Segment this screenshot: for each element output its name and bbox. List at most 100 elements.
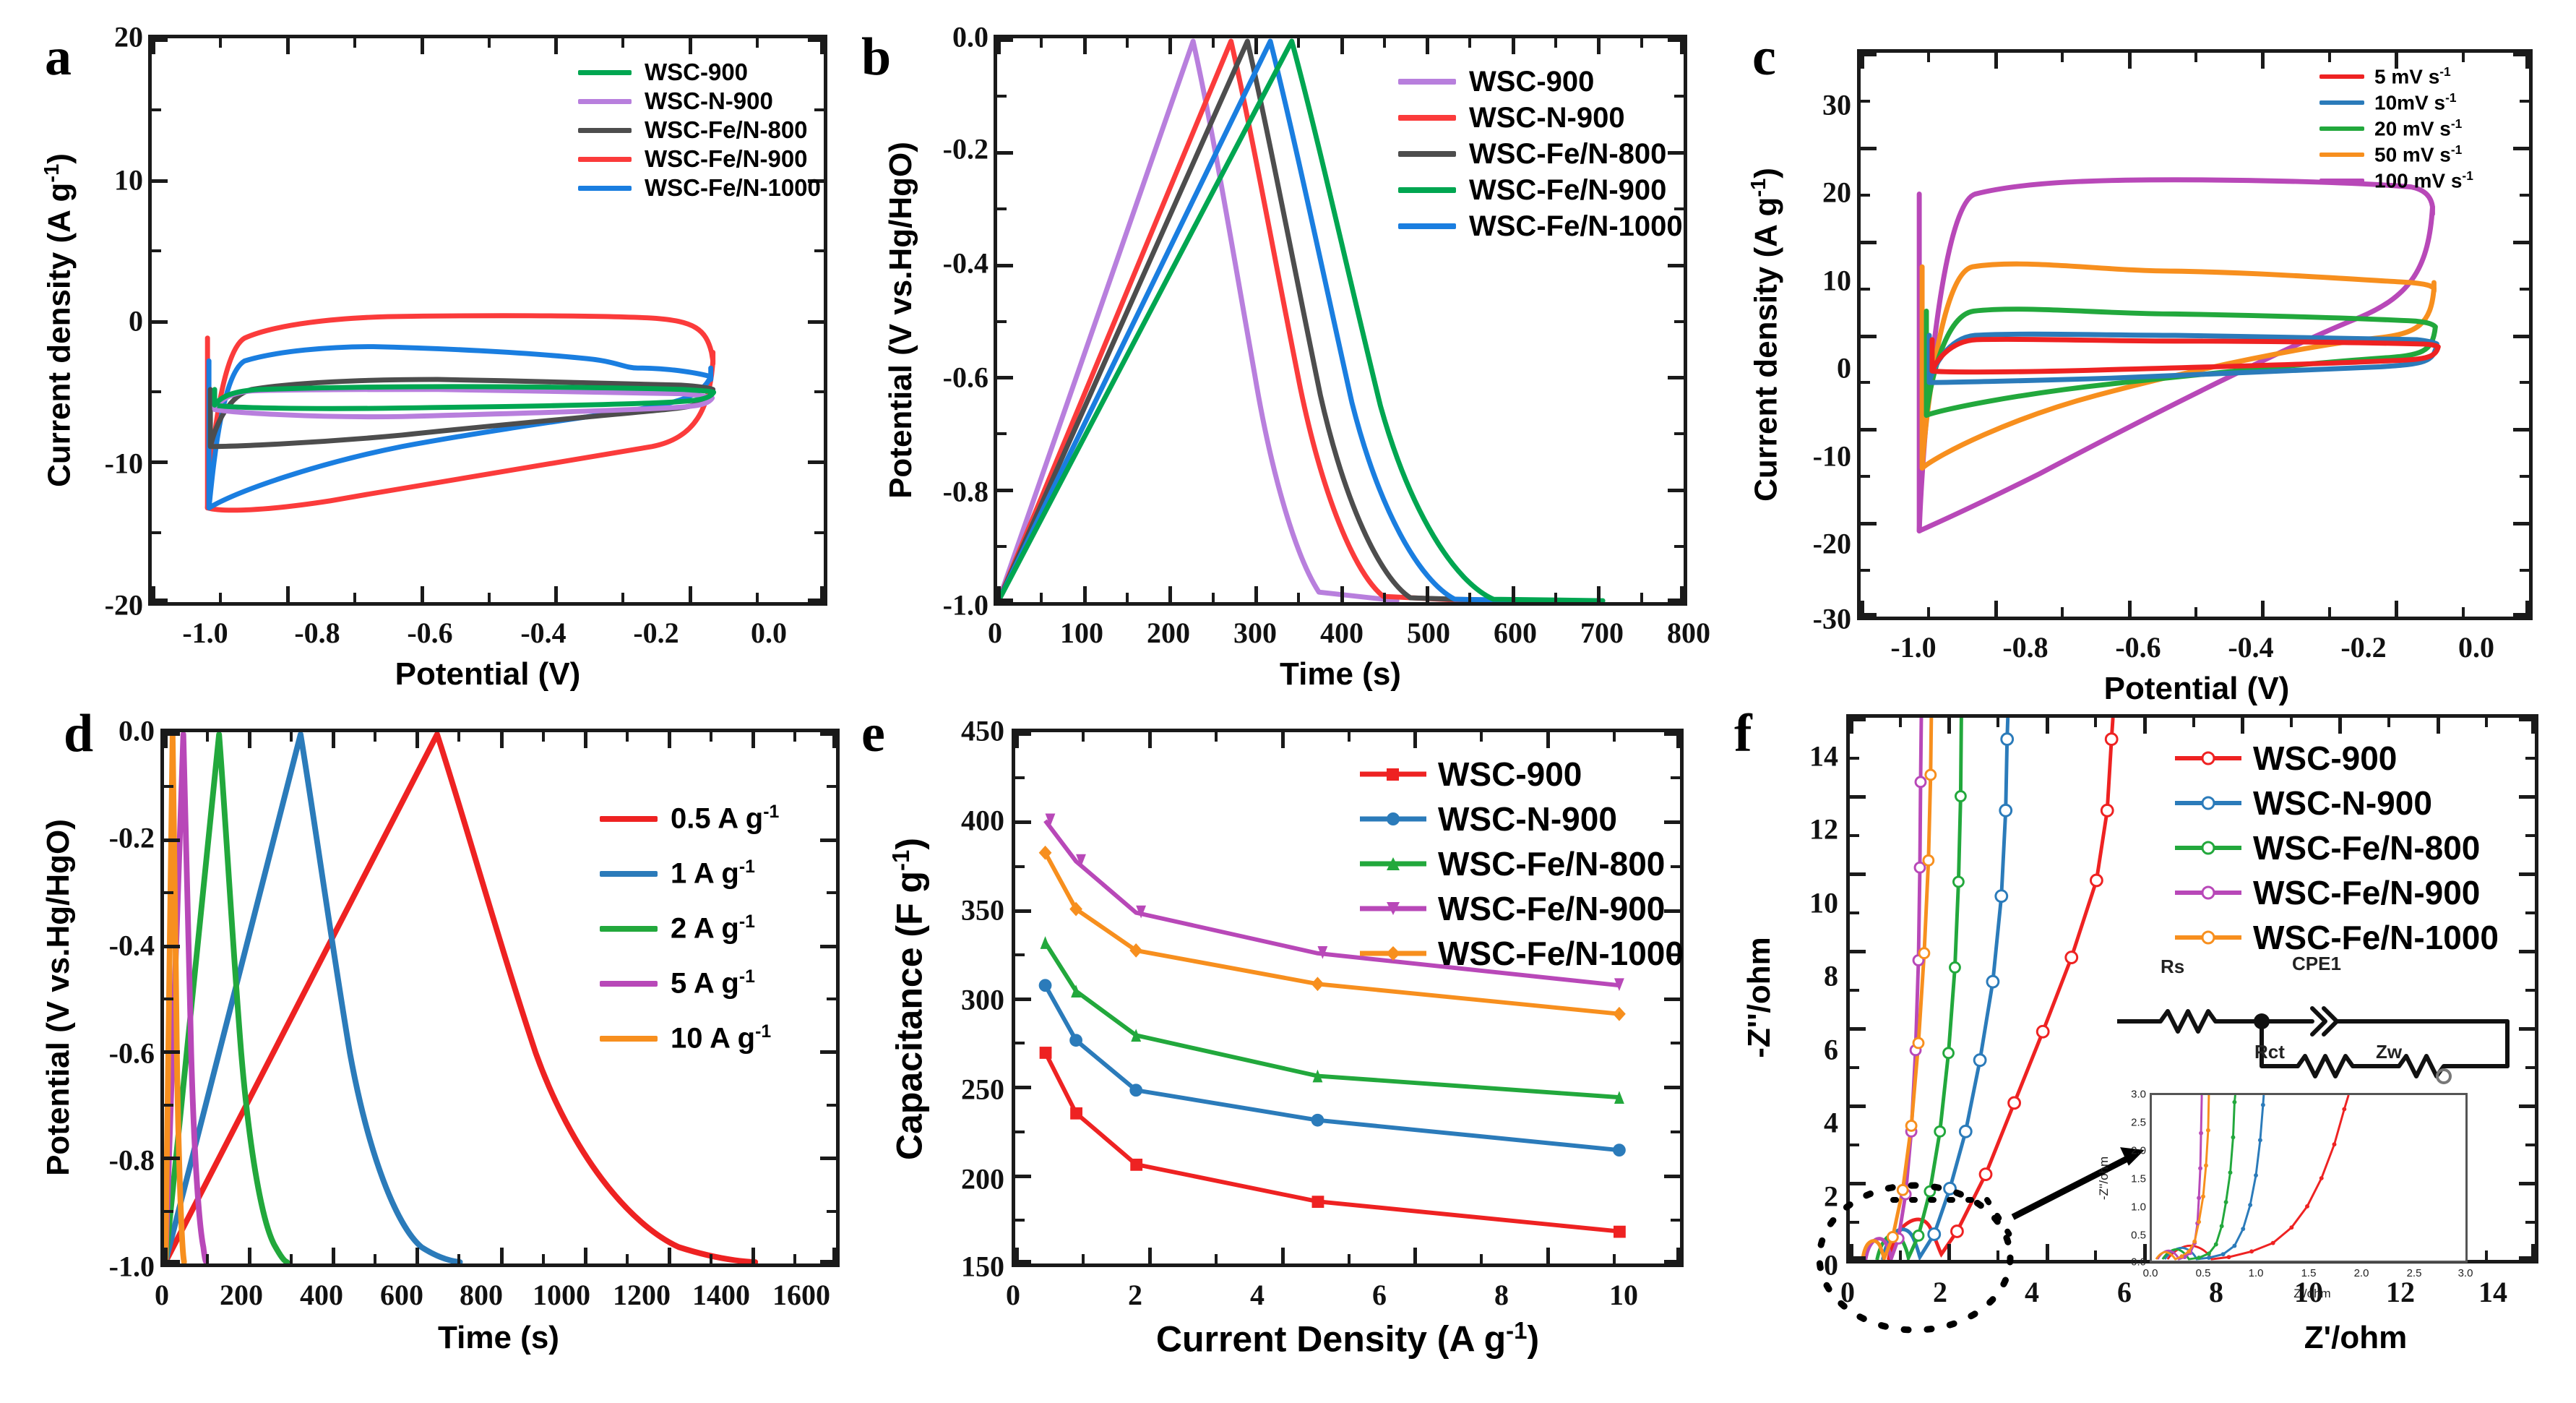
- panel-a-yaxis-sup: -1: [40, 163, 64, 183]
- axis-tick: [997, 264, 1013, 267]
- axis-tick: [2387, 718, 2390, 727]
- panel-c-ytick-6: -30: [1812, 602, 1851, 635]
- axis-tick: [1668, 264, 1684, 267]
- legend-swatch-icon: [600, 926, 658, 932]
- axis-tick: [1676, 1248, 1680, 1263]
- axis-tick: [1664, 909, 1680, 913]
- legend-label-sup: -1: [755, 1022, 772, 1042]
- panel-f-xtick-3: 6: [2117, 1276, 2132, 1308]
- panel-e-ytick-6: 150: [961, 1250, 1004, 1283]
- legend-label: WSC-Fe/N-800: [1438, 845, 1666, 883]
- legend-label-sup: -1: [763, 802, 780, 823]
- axis-tick: [1015, 909, 1031, 913]
- axis-tick: [1082, 732, 1085, 742]
- axis-tick: [1676, 732, 1680, 748]
- legend-swatch-icon: [2319, 74, 2364, 79]
- axis-tick: [1861, 194, 1870, 197]
- axis-tick: [1861, 569, 1870, 572]
- panel-b-xtick-6: 600: [1494, 617, 1537, 649]
- axis-tick: [668, 732, 671, 748]
- triangle-marker-icon: [1360, 856, 1426, 872]
- axis-tick: [1671, 1219, 1680, 1222]
- axis-tick: [820, 945, 836, 948]
- legend-label: 1 A g-1: [671, 857, 755, 890]
- axis-tick: [164, 1248, 168, 1263]
- axis-tick: [1083, 586, 1087, 602]
- axis-tick: [1281, 1248, 1285, 1263]
- axis-tick: [2525, 1221, 2535, 1224]
- axis-tick: [2192, 718, 2195, 727]
- legend-label: WSC-Fe/N-900: [645, 145, 808, 172]
- axis-tick: [152, 38, 155, 54]
- axis-tick: [1468, 593, 1471, 602]
- panel-c-ytick-1: 20: [1822, 176, 1851, 209]
- axis-tick: [152, 38, 168, 42]
- axis-tick: [164, 732, 168, 748]
- panel-e-ytick-4: 250: [961, 1073, 1004, 1106]
- axis-tick: [2261, 601, 2265, 617]
- axis-tick: [2513, 241, 2529, 244]
- panel-b-ytick-3: -0.6: [942, 361, 988, 394]
- inset-xtick-2: 1.0: [2248, 1267, 2264, 1279]
- panel-c-ytick-0: 30: [1822, 88, 1851, 121]
- panel-e-ytick-3: 300: [961, 983, 1004, 1016]
- axis-tick: [1674, 320, 1684, 323]
- panel-b-legend: WSC-900 WSC-N-900 WSC-Fe/N-800 WSC-Fe/N-…: [1398, 64, 1683, 244]
- axis-tick: [152, 179, 168, 183]
- axis-tick: [626, 732, 629, 742]
- legend-label: 10 A g-1: [671, 1022, 771, 1055]
- panel-e-ytick-2: 350: [961, 893, 1004, 927]
- axis-tick: [2519, 795, 2535, 799]
- axis-tick: [542, 732, 545, 742]
- axis-tick: [2519, 872, 2535, 876]
- axis-tick: [1899, 1250, 1902, 1260]
- axis-tick: [827, 785, 836, 788]
- axis-tick: [2485, 1250, 2488, 1260]
- axis-tick: [2094, 1250, 2097, 1260]
- axis-tick: [1680, 38, 1684, 54]
- axis-tick: [554, 38, 558, 54]
- axis-tick: [1640, 593, 1643, 602]
- legend-label-text: 1 A g: [671, 857, 739, 890]
- legend-swatch-icon: [1398, 187, 1456, 193]
- legend-swatch-icon: [578, 156, 632, 162]
- axis-tick: [1254, 586, 1258, 602]
- axis-tick: [1426, 38, 1429, 54]
- axis-tick: [1674, 545, 1684, 548]
- panel-f-ytick-3: 8: [1824, 959, 1838, 992]
- axis-tick: [997, 151, 1013, 155]
- axis-tick: [1850, 834, 1859, 837]
- inset-ytick-1: 2.5: [2131, 1116, 2146, 1129]
- axis-tick: [219, 593, 222, 602]
- axis-tick: [1899, 718, 1902, 727]
- panel-f-ytick-2: 10: [1809, 886, 1838, 919]
- square-marker-icon: [1360, 766, 1426, 782]
- legend-label-text: 10 A g: [671, 1022, 756, 1055]
- axis-tick: [808, 320, 824, 324]
- panel-f-ytick-0: 14: [1809, 739, 1838, 773]
- highlight-marker-icon: [1890, 1197, 2019, 1248]
- axis-tick: [1927, 53, 1930, 62]
- axis-tick: [2513, 53, 2529, 56]
- axis-tick: [2290, 718, 2293, 727]
- axis-tick: [152, 460, 168, 464]
- legend-swatch-icon: [2319, 126, 2364, 131]
- legend-swatch-icon: [600, 1036, 658, 1042]
- legend-label-text: 100 mV s: [2374, 169, 2463, 192]
- axis-tick: [1215, 1254, 1218, 1263]
- axis-tick: [2395, 53, 2398, 69]
- panel-a-ytick-0: 20: [114, 20, 143, 53]
- axis-tick: [1680, 586, 1684, 602]
- panel-c-letter: c: [1752, 27, 1776, 87]
- panel-b-xtick-5: 500: [1407, 617, 1450, 649]
- axis-tick: [1947, 1244, 1951, 1260]
- panel-b-yaxis-text: Potential (V vs.Hg/HgO): [883, 142, 918, 499]
- axis-tick: [1861, 335, 1877, 338]
- axis-tick: [206, 732, 209, 742]
- legend-swatch-icon: [1398, 115, 1456, 121]
- axis-tick: [415, 732, 419, 748]
- panel-d-yaxis-text: Potential (V vs.Hg/HgO): [40, 819, 76, 1176]
- axis-tick: [2061, 53, 2064, 62]
- axis-tick: [1015, 997, 1031, 1001]
